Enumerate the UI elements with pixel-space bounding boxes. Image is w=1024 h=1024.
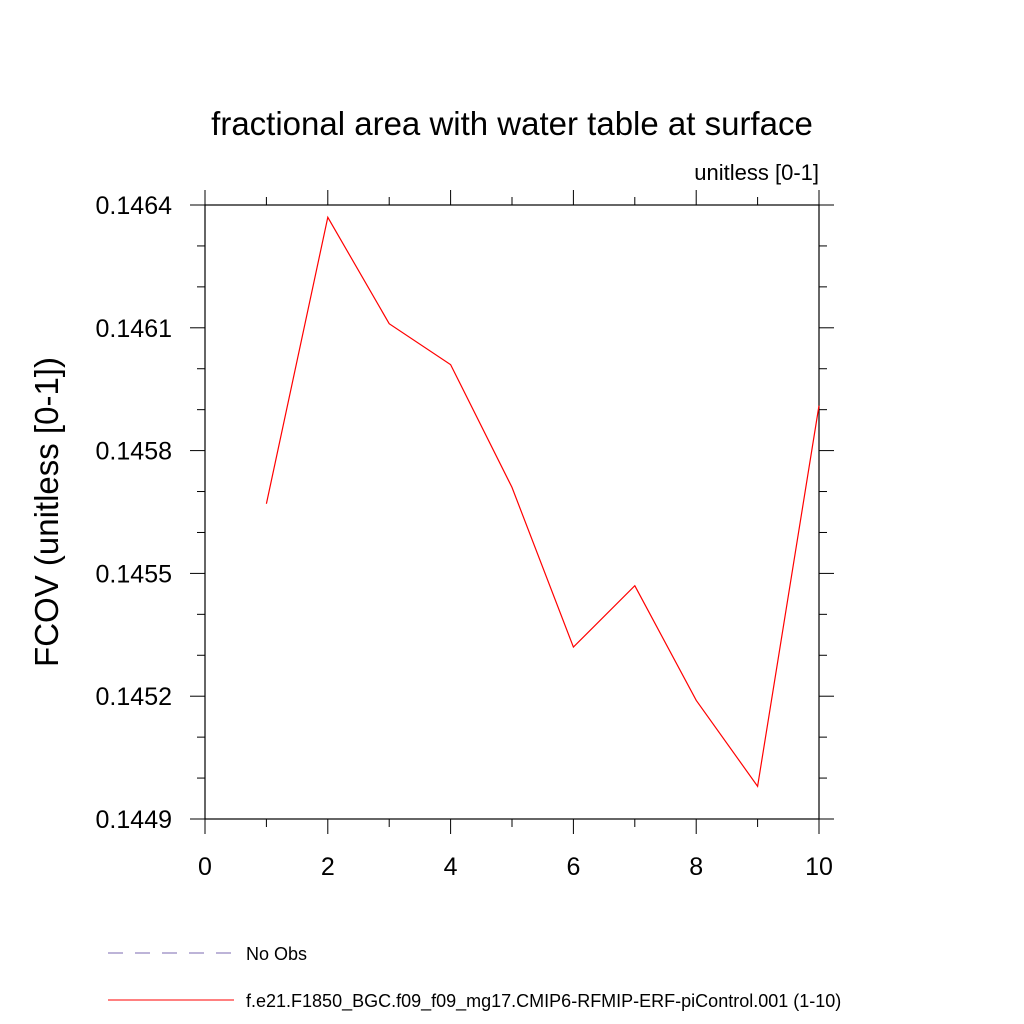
y-axis-ticks: 0.1449 0.1452 0.1455 0.1458 0.1461 0.1464 — [96, 192, 834, 834]
y-tick-label: 0.1464 — [96, 192, 173, 220]
y-axis-label: FCOV (unitless [0-1]) — [28, 357, 65, 667]
plot-frame — [204, 204, 820, 820]
y-tick-label: 0.1452 — [96, 683, 172, 711]
y-tick-label: 0.1458 — [96, 438, 172, 466]
legend-label: No Obs — [246, 944, 307, 964]
x-tick-label: 10 — [805, 853, 833, 881]
x-tick-label: 0 — [198, 853, 212, 881]
chart-title: fractional area with water table at surf… — [211, 105, 813, 142]
y-tick-label: 0.1455 — [96, 560, 172, 588]
x-tick-label: 8 — [689, 853, 703, 881]
x-tick-label: 4 — [444, 853, 458, 881]
series-line — [265, 215, 820, 788]
legend: No Obs f.e21.F1850_BGC.f09_f09_mg17.CMIP6… — [108, 944, 841, 1012]
y-tick-label: 0.1461 — [96, 315, 172, 343]
y-tick-label: 0.1449 — [96, 806, 172, 834]
series-layer — [265, 215, 820, 788]
chart-subtitle: unitless [0-1] — [694, 160, 819, 185]
x-axis-ticks: 0 2 4 6 8 10 — [198, 190, 833, 881]
x-tick-label: 2 — [321, 853, 335, 881]
legend-label: f.e21.F1850_BGC.f09_f09_mg17.CMIP6-RFMIP… — [246, 991, 841, 1012]
x-tick-label: 6 — [566, 853, 580, 881]
